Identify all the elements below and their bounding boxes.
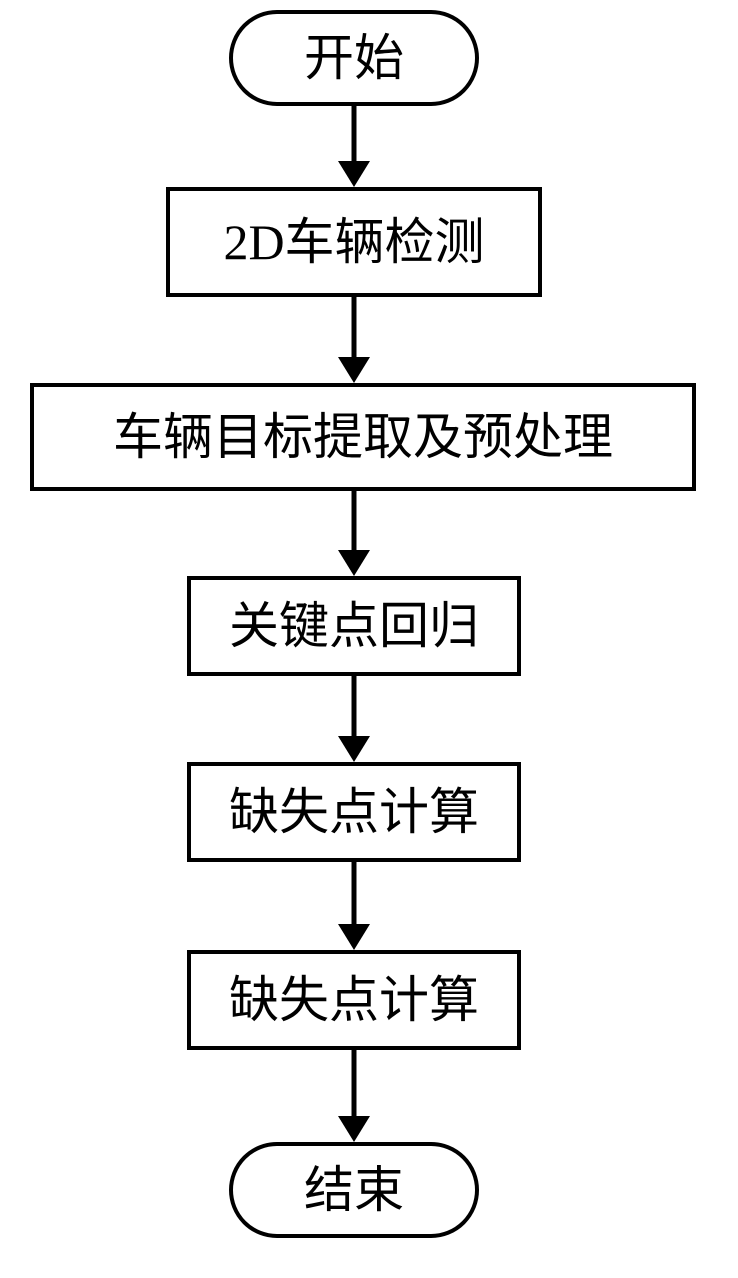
node-label: 关键点回归 [229,600,479,653]
node-missing-2: 缺失点计算 [187,950,521,1050]
node-keypoint: 关键点回归 [187,576,521,676]
node-missing-1: 缺失点计算 [187,762,521,862]
node-2d-detection: 2D车辆检测 [166,187,542,297]
node-start: 开始 [229,10,479,106]
node-label: 车辆目标提取及预处理 [113,411,613,464]
node-label: 2D车辆检测 [223,216,484,269]
node-target-extract: 车辆目标提取及预处理 [30,383,696,491]
node-label: 结束 [304,1164,404,1217]
node-label: 开始 [304,32,404,85]
flowchart-canvas: 开始 2D车辆检测 车辆目标提取及预处理 关键点回归 缺失点计算 缺失点计算 结… [0,0,738,1278]
node-label: 缺失点计算 [229,974,479,1027]
node-label: 缺失点计算 [229,786,479,839]
node-end: 结束 [229,1142,479,1238]
